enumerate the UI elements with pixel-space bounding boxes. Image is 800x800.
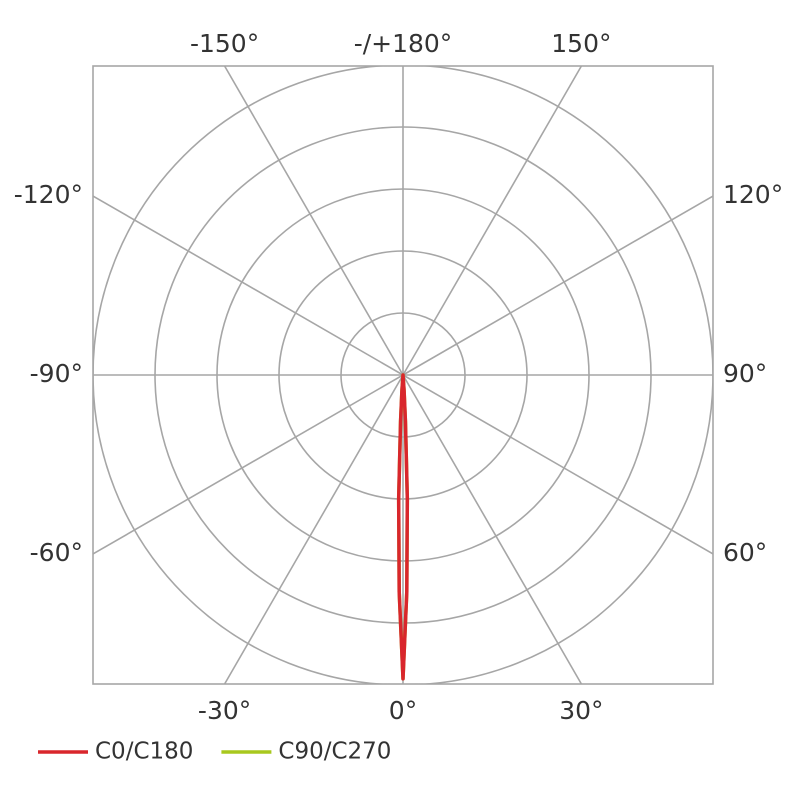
angle-label: -150° — [190, 29, 259, 58]
grid-spoke — [93, 195, 404, 376]
grid-spoke — [93, 374, 404, 555]
angle-label: 0° — [389, 696, 417, 725]
angle-label: 60° — [723, 538, 767, 567]
angle-label: 120° — [723, 180, 783, 209]
grid-spoke — [223, 66, 404, 376]
angle-label: -/+180° — [354, 29, 453, 58]
intensity-curve — [396, 373, 410, 681]
angle-label: 90° — [723, 359, 767, 388]
angle-label: -60° — [30, 538, 83, 567]
legend-label: C0/C180 — [95, 739, 193, 765]
grid-spoke — [402, 66, 583, 376]
angle-label: -90° — [30, 359, 83, 388]
grid-spoke — [223, 374, 404, 684]
grid — [93, 66, 713, 684]
legend-label: C90/C270 — [278, 739, 391, 765]
angle-label: -120° — [14, 180, 83, 209]
grid-spoke — [402, 374, 713, 555]
grid-spoke — [402, 374, 583, 684]
grid-spoke — [402, 195, 713, 376]
angle-label: 150° — [551, 29, 611, 58]
curves — [396, 373, 410, 681]
angle-label: 30° — [559, 696, 603, 725]
legend: C0/C180 C90/C270 — [38, 739, 391, 765]
angle-label: -30° — [198, 696, 251, 725]
